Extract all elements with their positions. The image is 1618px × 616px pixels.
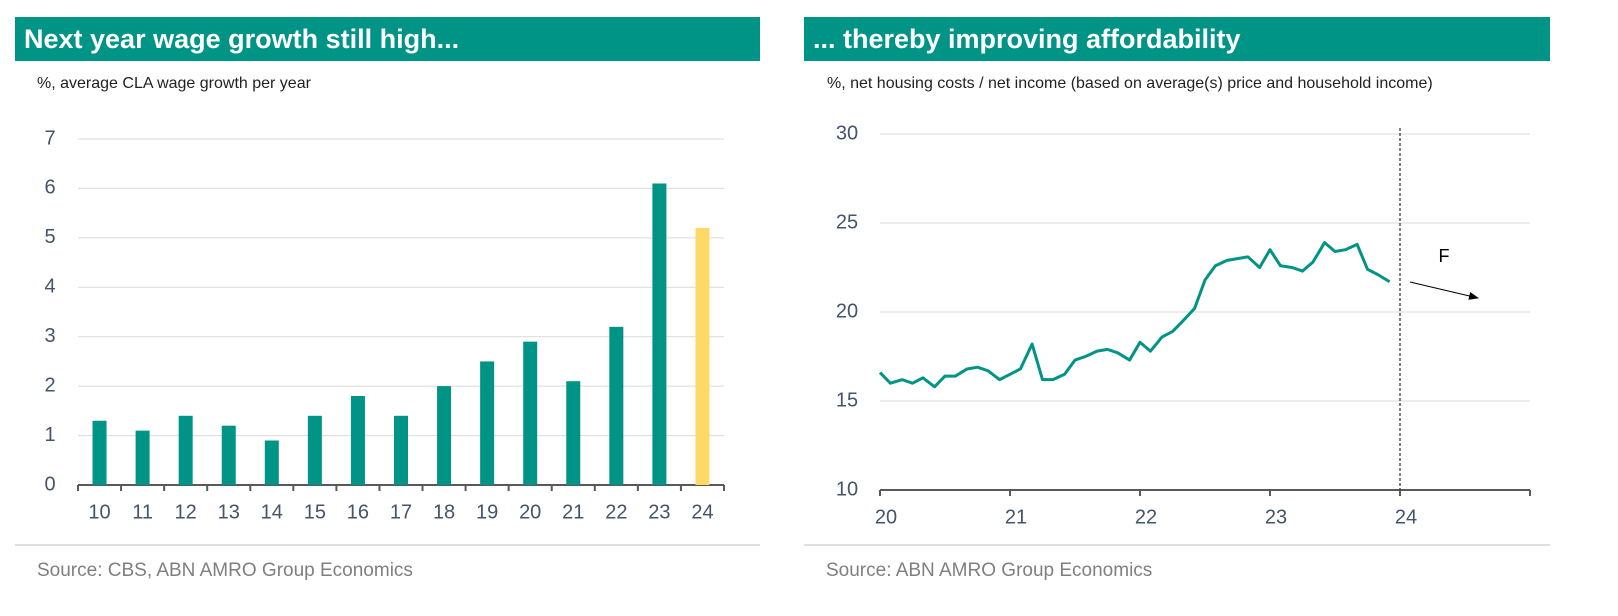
- x-tick-label: 11: [132, 501, 153, 523]
- x-tick-label: 22: [1135, 506, 1157, 528]
- bar: [264, 440, 279, 485]
- y-tick-label: 6: [44, 177, 55, 199]
- y-tick-label: 1: [44, 424, 55, 446]
- bar: [480, 361, 495, 485]
- x-tick-label: 24: [1395, 506, 1417, 528]
- bar: [566, 381, 581, 485]
- x-tick-label: 14: [261, 501, 283, 523]
- x-tick-label: 20: [519, 501, 541, 523]
- x-tick-label: 12: [175, 501, 197, 523]
- bar: [523, 341, 538, 485]
- y-tick-label: 3: [44, 325, 55, 347]
- forecast-arrow: [1409, 281, 1479, 300]
- x-tick-label: 23: [1265, 506, 1287, 528]
- x-tick-label: 16: [347, 501, 369, 523]
- x-tick-label: 20: [875, 506, 897, 528]
- y-tick-label: 25: [836, 211, 858, 233]
- x-tick-label: 21: [1005, 506, 1027, 528]
- bar: [394, 415, 408, 485]
- y-tick-label: 30: [836, 122, 858, 144]
- bar: [135, 430, 150, 485]
- subtitle: %, average CLA wage growth per year: [37, 75, 312, 92]
- chart-title: Next year wage growth still high...: [24, 24, 459, 54]
- line: [878, 241, 1391, 389]
- x-tick-label: 15: [304, 501, 326, 523]
- source: Source: CBS, ABN AMRO Group Economics: [37, 560, 413, 581]
- x-tick-label: 10: [88, 501, 110, 523]
- bar: [652, 183, 667, 485]
- bar: [437, 386, 452, 485]
- source: Source: ABN AMRO Group Economics: [826, 560, 1152, 581]
- x-tick-label: 24: [691, 501, 713, 523]
- y-tick-label: 4: [44, 276, 55, 298]
- x-tick-label: 23: [648, 501, 670, 523]
- y-tick-label: 2: [44, 374, 55, 396]
- subtitle: %, net housing costs / net income (based…: [827, 75, 1433, 92]
- title-bar: [804, 17, 1550, 61]
- x-tick-label: 18: [433, 501, 455, 523]
- x-tick-label: 22: [605, 501, 627, 523]
- y-tick-label: 15: [836, 389, 858, 411]
- y-tick-label: 10: [836, 478, 858, 500]
- title-bar: [15, 17, 760, 61]
- x-tick-label: 13: [218, 501, 240, 523]
- bar: [695, 227, 710, 485]
- bar: [307, 415, 322, 485]
- x-tick-label: 17: [390, 501, 412, 523]
- bar: [178, 415, 193, 485]
- bar: [92, 420, 107, 485]
- annotation: F: [1439, 246, 1450, 266]
- y-tick-label: 5: [44, 226, 55, 248]
- bar: [609, 326, 624, 485]
- chart-title: ... thereby improving affordability: [813, 24, 1241, 54]
- y-tick-label: 0: [44, 473, 55, 495]
- x-tick-label: 19: [476, 501, 498, 523]
- x-tick-label: 21: [562, 501, 584, 523]
- y-tick-label: 20: [836, 300, 858, 322]
- y-tick-label: 7: [44, 127, 55, 149]
- bar: [350, 396, 365, 485]
- bar: [221, 425, 236, 485]
